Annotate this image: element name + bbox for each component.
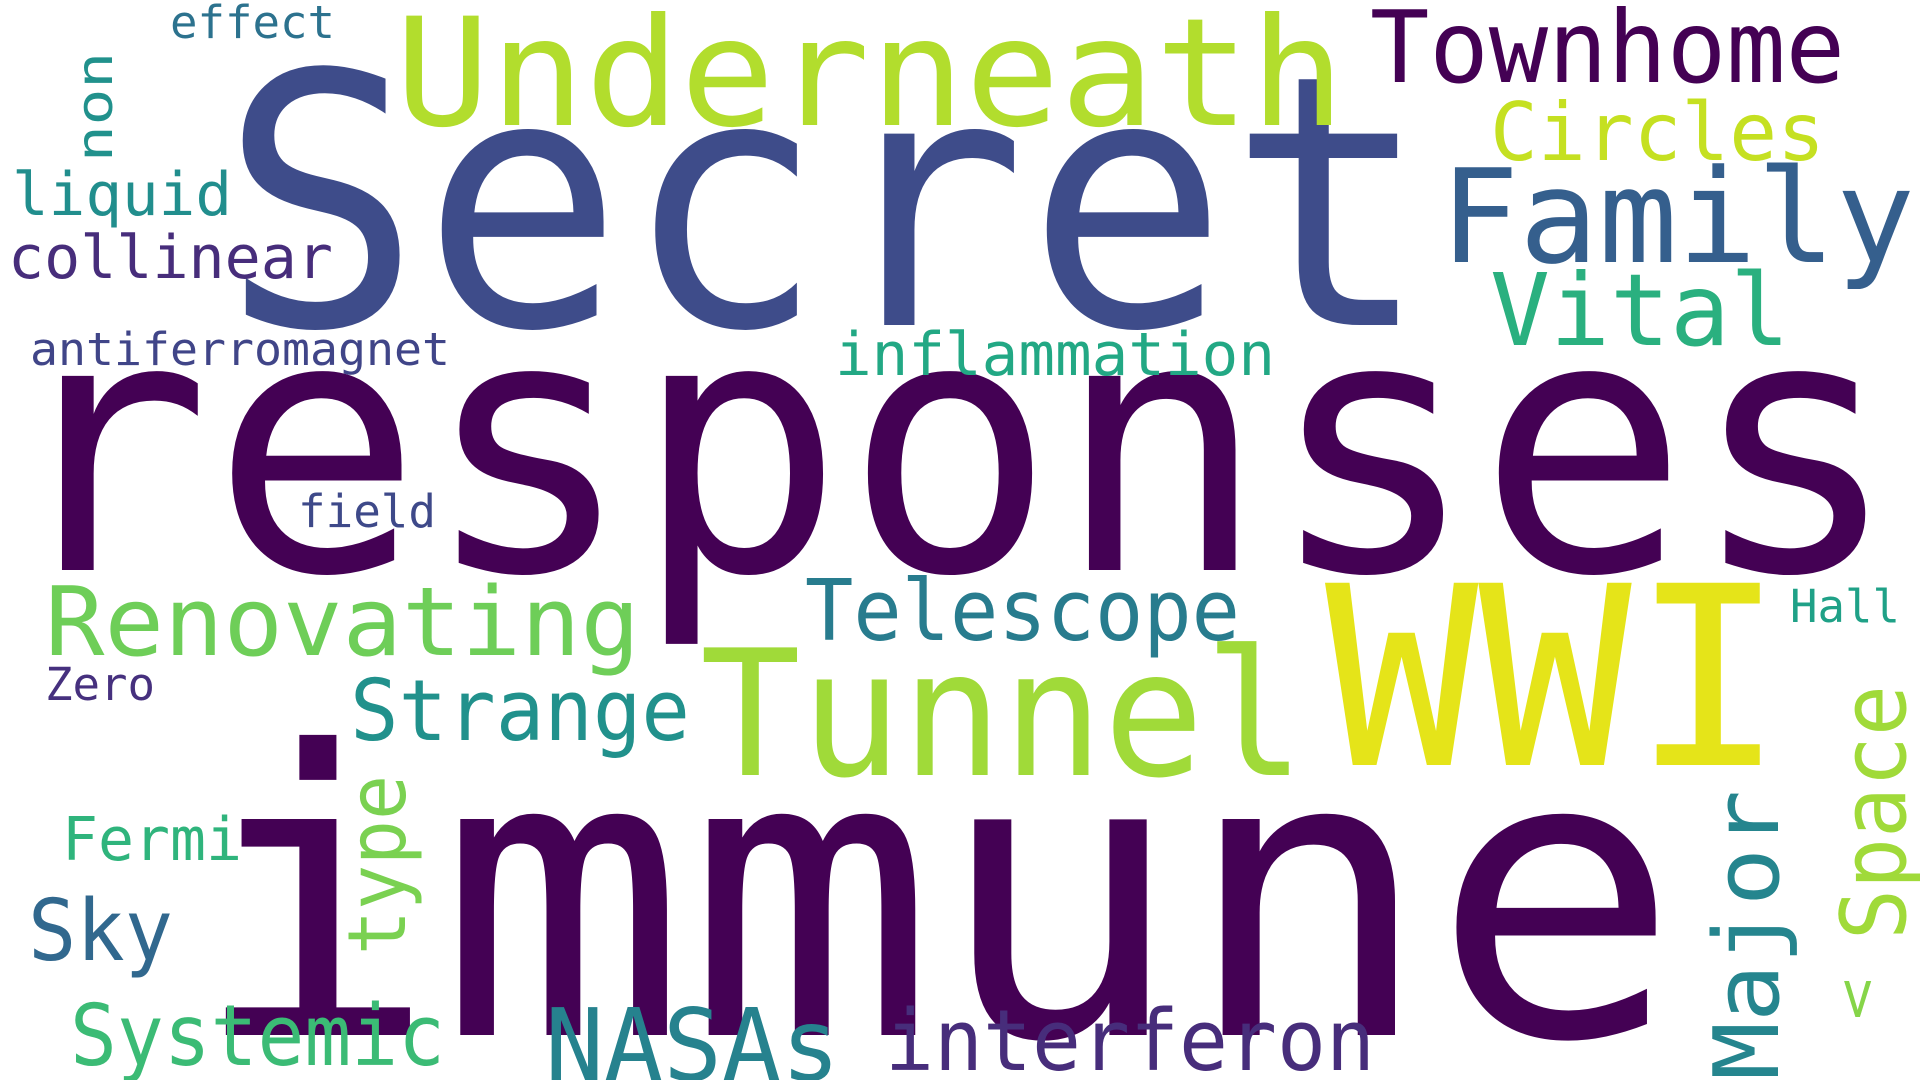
word-hall: Hall — [1790, 580, 1900, 633]
word-sky: Sky — [28, 882, 173, 981]
word-telescope: Telescope — [805, 562, 1240, 661]
word-renovating: Renovating — [45, 568, 640, 678]
word-tunnel: Tunnel — [700, 614, 1305, 817]
word-non: non — [66, 52, 124, 162]
word-strange: Strange — [350, 662, 690, 761]
word-field: field — [298, 485, 436, 538]
word-responses: responses — [0, 240, 1900, 654]
word-antiferromagnet: antiferromagnet — [30, 323, 450, 376]
word-immune: immune — [190, 669, 1680, 1080]
word-inflammation: inflammation — [835, 320, 1275, 390]
word-effect: effect — [170, 0, 335, 49]
word-interferon: interferon — [885, 992, 1375, 1080]
word-less-than: < — [1824, 978, 1888, 1020]
word-wwi: WWI — [1325, 533, 1785, 824]
word-systemic: Systemic — [70, 987, 445, 1080]
word-liquid: liquid — [12, 160, 232, 230]
word-space: Space — [1822, 685, 1920, 940]
word-vital: Vital — [1490, 252, 1790, 369]
word-circles: Circles — [1490, 86, 1825, 179]
word-townhome: Townhome — [1370, 0, 1845, 106]
word-collinear: collinear — [8, 223, 333, 293]
word-type: type — [331, 775, 424, 955]
word-family: Family — [1440, 141, 1915, 293]
word-zero: Zero — [45, 658, 155, 711]
word-fermi: Fermi — [62, 805, 242, 875]
word-major: Major — [1695, 790, 1800, 1080]
word-secret: Secret — [220, 0, 1430, 408]
word-underneath: Underneath — [395, 0, 1345, 161]
word-nasas: NASAs — [545, 987, 840, 1080]
